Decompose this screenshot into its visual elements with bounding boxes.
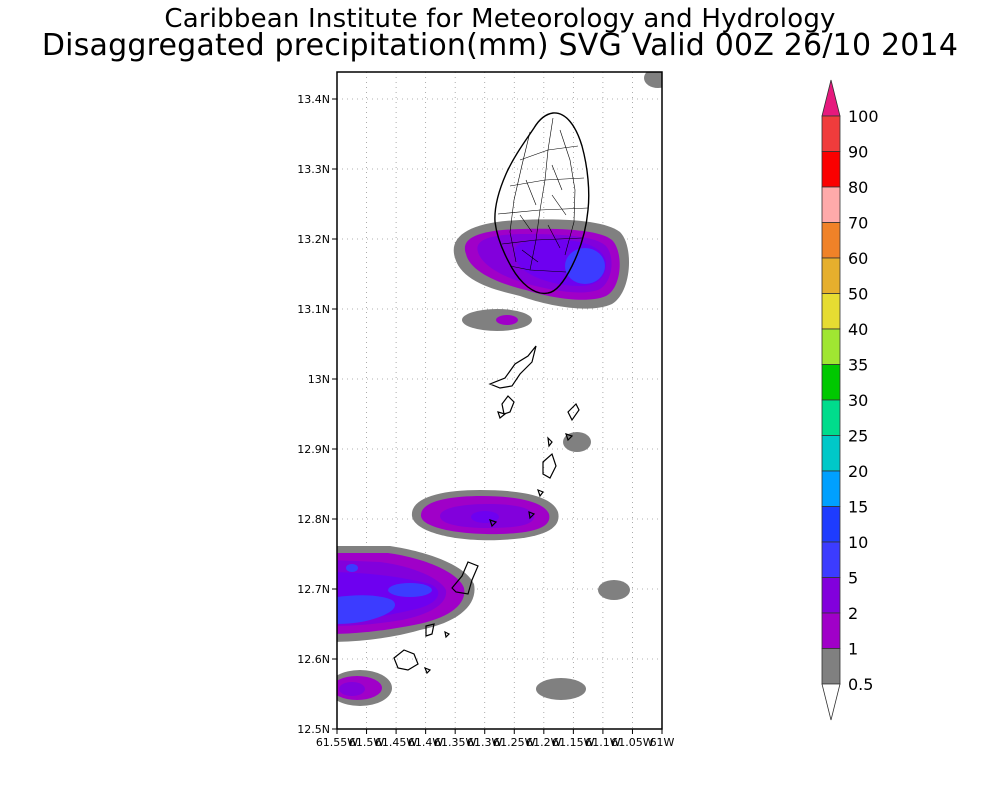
colorbar-segment bbox=[821, 399, 841, 436]
colorbar-segment bbox=[821, 151, 841, 188]
lon-tick-label: 61.05W bbox=[611, 736, 653, 749]
colorbar-level-label: 60 bbox=[848, 249, 868, 268]
precip-cell-central bbox=[411, 490, 559, 541]
lat-tick-label: 12.7N bbox=[297, 583, 330, 596]
lon-tick-label: 61.5W bbox=[349, 736, 384, 749]
colorbar-level-label: 80 bbox=[848, 178, 868, 197]
island-coastline bbox=[423, 666, 432, 675]
lat-tick-label: 13.1N bbox=[297, 303, 330, 316]
precipitation-fields bbox=[337, 72, 662, 706]
lon-tick-label: 61.45W bbox=[375, 736, 417, 749]
carriacou-coastline bbox=[393, 649, 419, 671]
island-coastline bbox=[547, 436, 553, 448]
union-island-coastline bbox=[451, 561, 479, 595]
lat-tick-label: 13.3N bbox=[297, 163, 330, 176]
colorbar-segment bbox=[821, 577, 841, 614]
precip-cell-st-vincent bbox=[453, 219, 630, 309]
colorbar-level-label: 10 bbox=[848, 533, 868, 552]
precip-contour-2 bbox=[339, 682, 365, 696]
colorbar-level-label: 15 bbox=[848, 498, 868, 517]
lon-tick-label: 61.55W bbox=[316, 736, 358, 749]
chart-subtitle: Disaggregated precipitation(mm) SVG Vali… bbox=[41, 28, 959, 63]
colorbar-level-label: 20 bbox=[848, 462, 868, 481]
canouan-coastline bbox=[542, 452, 557, 479]
island-coastline bbox=[444, 630, 451, 639]
colorbar-level-label: 35 bbox=[848, 356, 868, 375]
colorbar-segment bbox=[821, 470, 841, 507]
island-coastline bbox=[528, 511, 536, 520]
lat-tick-label: 13N bbox=[308, 373, 330, 386]
colorbar-level-label: 0.5 bbox=[848, 675, 873, 694]
precip-contour-5 bbox=[471, 511, 499, 523]
map-axes: 13.4N 13.3N 13.2N 13.1N 13N 12.9N 12.8N 12.7N 12… bbox=[297, 93, 674, 749]
island-coastline bbox=[501, 395, 515, 415]
colorbar-top-arrow bbox=[821, 79, 841, 117]
bequia-coastline bbox=[488, 345, 537, 389]
colorbar-segment bbox=[821, 222, 841, 259]
lat-tick-label: 12.6N bbox=[297, 653, 330, 666]
colorbar-level-label: 100 bbox=[848, 107, 879, 126]
colorbar-level-label: 25 bbox=[848, 427, 868, 446]
precip-contour-0-5 bbox=[563, 432, 591, 452]
island-coastline bbox=[537, 488, 544, 498]
precip-contour-10 bbox=[388, 583, 432, 597]
st-vincent-coastline bbox=[494, 112, 590, 295]
colorbar-level-label: 1 bbox=[848, 640, 858, 659]
lon-tick-label: 61.1W bbox=[585, 736, 620, 749]
precip-contour-10 bbox=[346, 564, 358, 572]
lat-tick-label: 13.4N bbox=[297, 93, 330, 106]
colorbar-level-label: 2 bbox=[848, 604, 858, 623]
chart-title: Caribbean Institute for Meteorology and … bbox=[164, 4, 836, 34]
island-coastline bbox=[497, 411, 507, 420]
map-frame bbox=[336, 71, 663, 730]
st-vincent-watersheds bbox=[497, 117, 589, 273]
lat-tick-label: 13.2N bbox=[297, 233, 330, 246]
colorbar-segment bbox=[821, 364, 841, 401]
precip-contour-0-5 bbox=[598, 580, 630, 600]
colorbar-segment bbox=[821, 506, 841, 543]
lon-tick-label: 61W bbox=[650, 736, 675, 749]
precip-contour-0-5 bbox=[644, 72, 662, 88]
lon-tick-label: 61.25W bbox=[493, 736, 535, 749]
lon-tick-label: 61.3W bbox=[467, 736, 502, 749]
colorbar-segment bbox=[821, 648, 841, 685]
colorbar-segment bbox=[821, 186, 841, 223]
precip-contour-10 bbox=[565, 248, 605, 284]
lon-tick-label: 61.15W bbox=[552, 736, 594, 749]
colorbar-bottom-arrow bbox=[821, 683, 841, 721]
colorbar-level-label: 30 bbox=[848, 391, 868, 410]
lat-tick-label: 12.8N bbox=[297, 513, 330, 526]
lat-tick-label: 12.5N bbox=[297, 723, 330, 736]
colorbar-segment bbox=[821, 115, 841, 152]
colorbar-segment bbox=[821, 612, 841, 649]
colorbar-level-label: 40 bbox=[848, 320, 868, 339]
colorbar-segment bbox=[821, 435, 841, 472]
precip-contour-10 bbox=[337, 595, 396, 624]
lon-tick-label: 61.2W bbox=[526, 736, 561, 749]
colorbar-level-label: 90 bbox=[848, 143, 868, 162]
precip-cell-southwest bbox=[337, 546, 475, 642]
colorbar-level-label: 50 bbox=[848, 285, 868, 304]
mustique-coastline bbox=[567, 402, 580, 422]
lon-tick-label: 61.4W bbox=[408, 736, 443, 749]
colorbar-level-label: 70 bbox=[848, 214, 868, 233]
island-coastline bbox=[565, 433, 574, 442]
colorbar-segment bbox=[821, 293, 841, 330]
colorbar-segment bbox=[821, 541, 841, 578]
colorbar-segment bbox=[821, 257, 841, 294]
island-coastline bbox=[489, 519, 498, 528]
precip-cell-bottom-left bbox=[337, 670, 392, 706]
lon-tick-label: 61.35W bbox=[434, 736, 476, 749]
precip-contour-0-5 bbox=[536, 678, 586, 700]
colorbar-level-label: 5 bbox=[848, 569, 858, 588]
lat-tick-label: 12.9N bbox=[297, 443, 330, 456]
coastlines bbox=[393, 112, 590, 675]
colorbar-segment bbox=[821, 328, 841, 365]
island-coastline bbox=[425, 623, 435, 637]
precip-contour-1 bbox=[496, 315, 518, 325]
